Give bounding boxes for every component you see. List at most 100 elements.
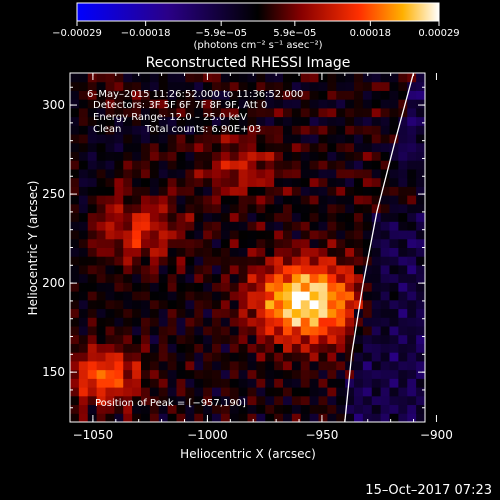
heatmap-cell (167, 203, 178, 214)
heatmap-cell (194, 142, 204, 153)
heatmap-cell (78, 352, 89, 362)
heatmap-cell (389, 177, 399, 187)
heatmap-cell (238, 334, 249, 344)
heatmap-cell (96, 291, 107, 301)
heatmap-cell (194, 247, 204, 257)
heatmap-cell (247, 387, 257, 397)
heatmap-cell (362, 107, 373, 118)
heatmap-cell (167, 395, 178, 406)
heatmap-cell (220, 186, 231, 196)
heatmap-cell (185, 125, 195, 135)
heatmap-cell (309, 247, 320, 257)
heatmap-cell (194, 352, 204, 362)
heatmap-cell (185, 282, 195, 292)
heatmap-cell (70, 299, 80, 310)
heatmap-cell (389, 291, 399, 301)
heatmap-cell (212, 212, 222, 222)
heatmap-cell (176, 413, 186, 422)
heatmap-cell (283, 238, 293, 248)
heatmap-cell (274, 343, 284, 353)
heatmap-cell (123, 221, 133, 231)
heatmap-cell (274, 142, 284, 153)
heatmap-cell (407, 238, 417, 248)
heatmap-cell (123, 282, 133, 292)
heatmap-cell (398, 160, 408, 170)
heatmap-cell (229, 125, 240, 135)
heatmap-cell (354, 186, 364, 196)
heatmap-cell (114, 334, 124, 344)
heatmap-cell (380, 273, 391, 283)
heatmap-cell (78, 256, 89, 266)
heatmap-cell (274, 352, 284, 362)
heatmap-cell (247, 160, 257, 170)
heatmap-cell (345, 378, 355, 388)
heatmap-cell (132, 404, 142, 414)
heatmap-cell (158, 387, 169, 397)
heatmap-cell (345, 326, 355, 336)
heatmap-cell (256, 273, 266, 283)
heatmap-cell (371, 116, 382, 126)
heatmap-cell (247, 116, 257, 126)
heatmap-cell (238, 90, 249, 100)
heatmap-cell (416, 186, 425, 196)
heatmap-cell (354, 151, 364, 161)
heatmap-cell (309, 238, 320, 248)
heatmap-cell (141, 151, 151, 161)
heatmap-cell (389, 273, 399, 283)
heatmap-cell (291, 203, 302, 214)
heatmap-cell (96, 369, 107, 379)
heatmap-cell (220, 238, 231, 248)
heatmap-cell (398, 221, 408, 231)
heatmap-cell (256, 395, 266, 406)
heatmap-cell (132, 299, 142, 310)
heatmap-cell (158, 195, 169, 205)
heatmap-cell (265, 177, 275, 187)
heatmap-cell (389, 360, 399, 371)
heatmap-cell (389, 299, 399, 310)
heatmap-cell (247, 142, 257, 153)
heatmap-cell (247, 238, 257, 248)
heatmap-cell (87, 317, 98, 327)
heatmap-cell (380, 256, 391, 266)
heatmap-cell (220, 90, 231, 100)
heatmap-cell (220, 387, 231, 397)
heatmap-cell (70, 168, 80, 179)
heatmap-cell (283, 317, 293, 327)
heatmap-cell (265, 168, 275, 179)
heatmap-cell (87, 151, 98, 161)
heatmap-cell (291, 99, 302, 109)
heatmap-cell (212, 395, 222, 406)
heatmap-cell (87, 186, 98, 196)
heatmap-cell (274, 238, 284, 248)
heatmap-cell (176, 404, 186, 414)
heatmap-cell (141, 168, 151, 179)
heatmap-cell (291, 160, 302, 170)
heatmap-cell (176, 360, 186, 371)
heatmap-cell (238, 273, 249, 283)
heatmap-cell (185, 107, 195, 118)
heatmap-cell (380, 395, 391, 406)
heatmap-cell (362, 151, 373, 161)
heatmap-cell (194, 186, 204, 196)
heatmap-cell (220, 247, 231, 257)
heatmap-cell (247, 195, 257, 205)
heatmap-cell (336, 212, 346, 222)
heatmap-cell (309, 264, 320, 275)
heatmap-cell (354, 404, 364, 414)
y-tick-label: 200 (42, 276, 65, 290)
heatmap-cell (123, 116, 133, 126)
heatmap-cell (380, 413, 391, 422)
heatmap-cell (185, 326, 195, 336)
heatmap-cell (87, 142, 98, 153)
heatmap-cell (212, 195, 222, 205)
heatmap-cell (274, 203, 284, 214)
heatmap-cell (149, 395, 160, 406)
heatmap-cell (238, 360, 249, 371)
heatmap-cell (96, 195, 107, 205)
heatmap-cell (167, 107, 178, 118)
heatmap-cell (283, 247, 293, 257)
heatmap-cell (407, 343, 417, 353)
heatmap-cell (194, 195, 204, 205)
heatmap-cell (371, 282, 382, 292)
heatmap-cell (141, 308, 151, 318)
